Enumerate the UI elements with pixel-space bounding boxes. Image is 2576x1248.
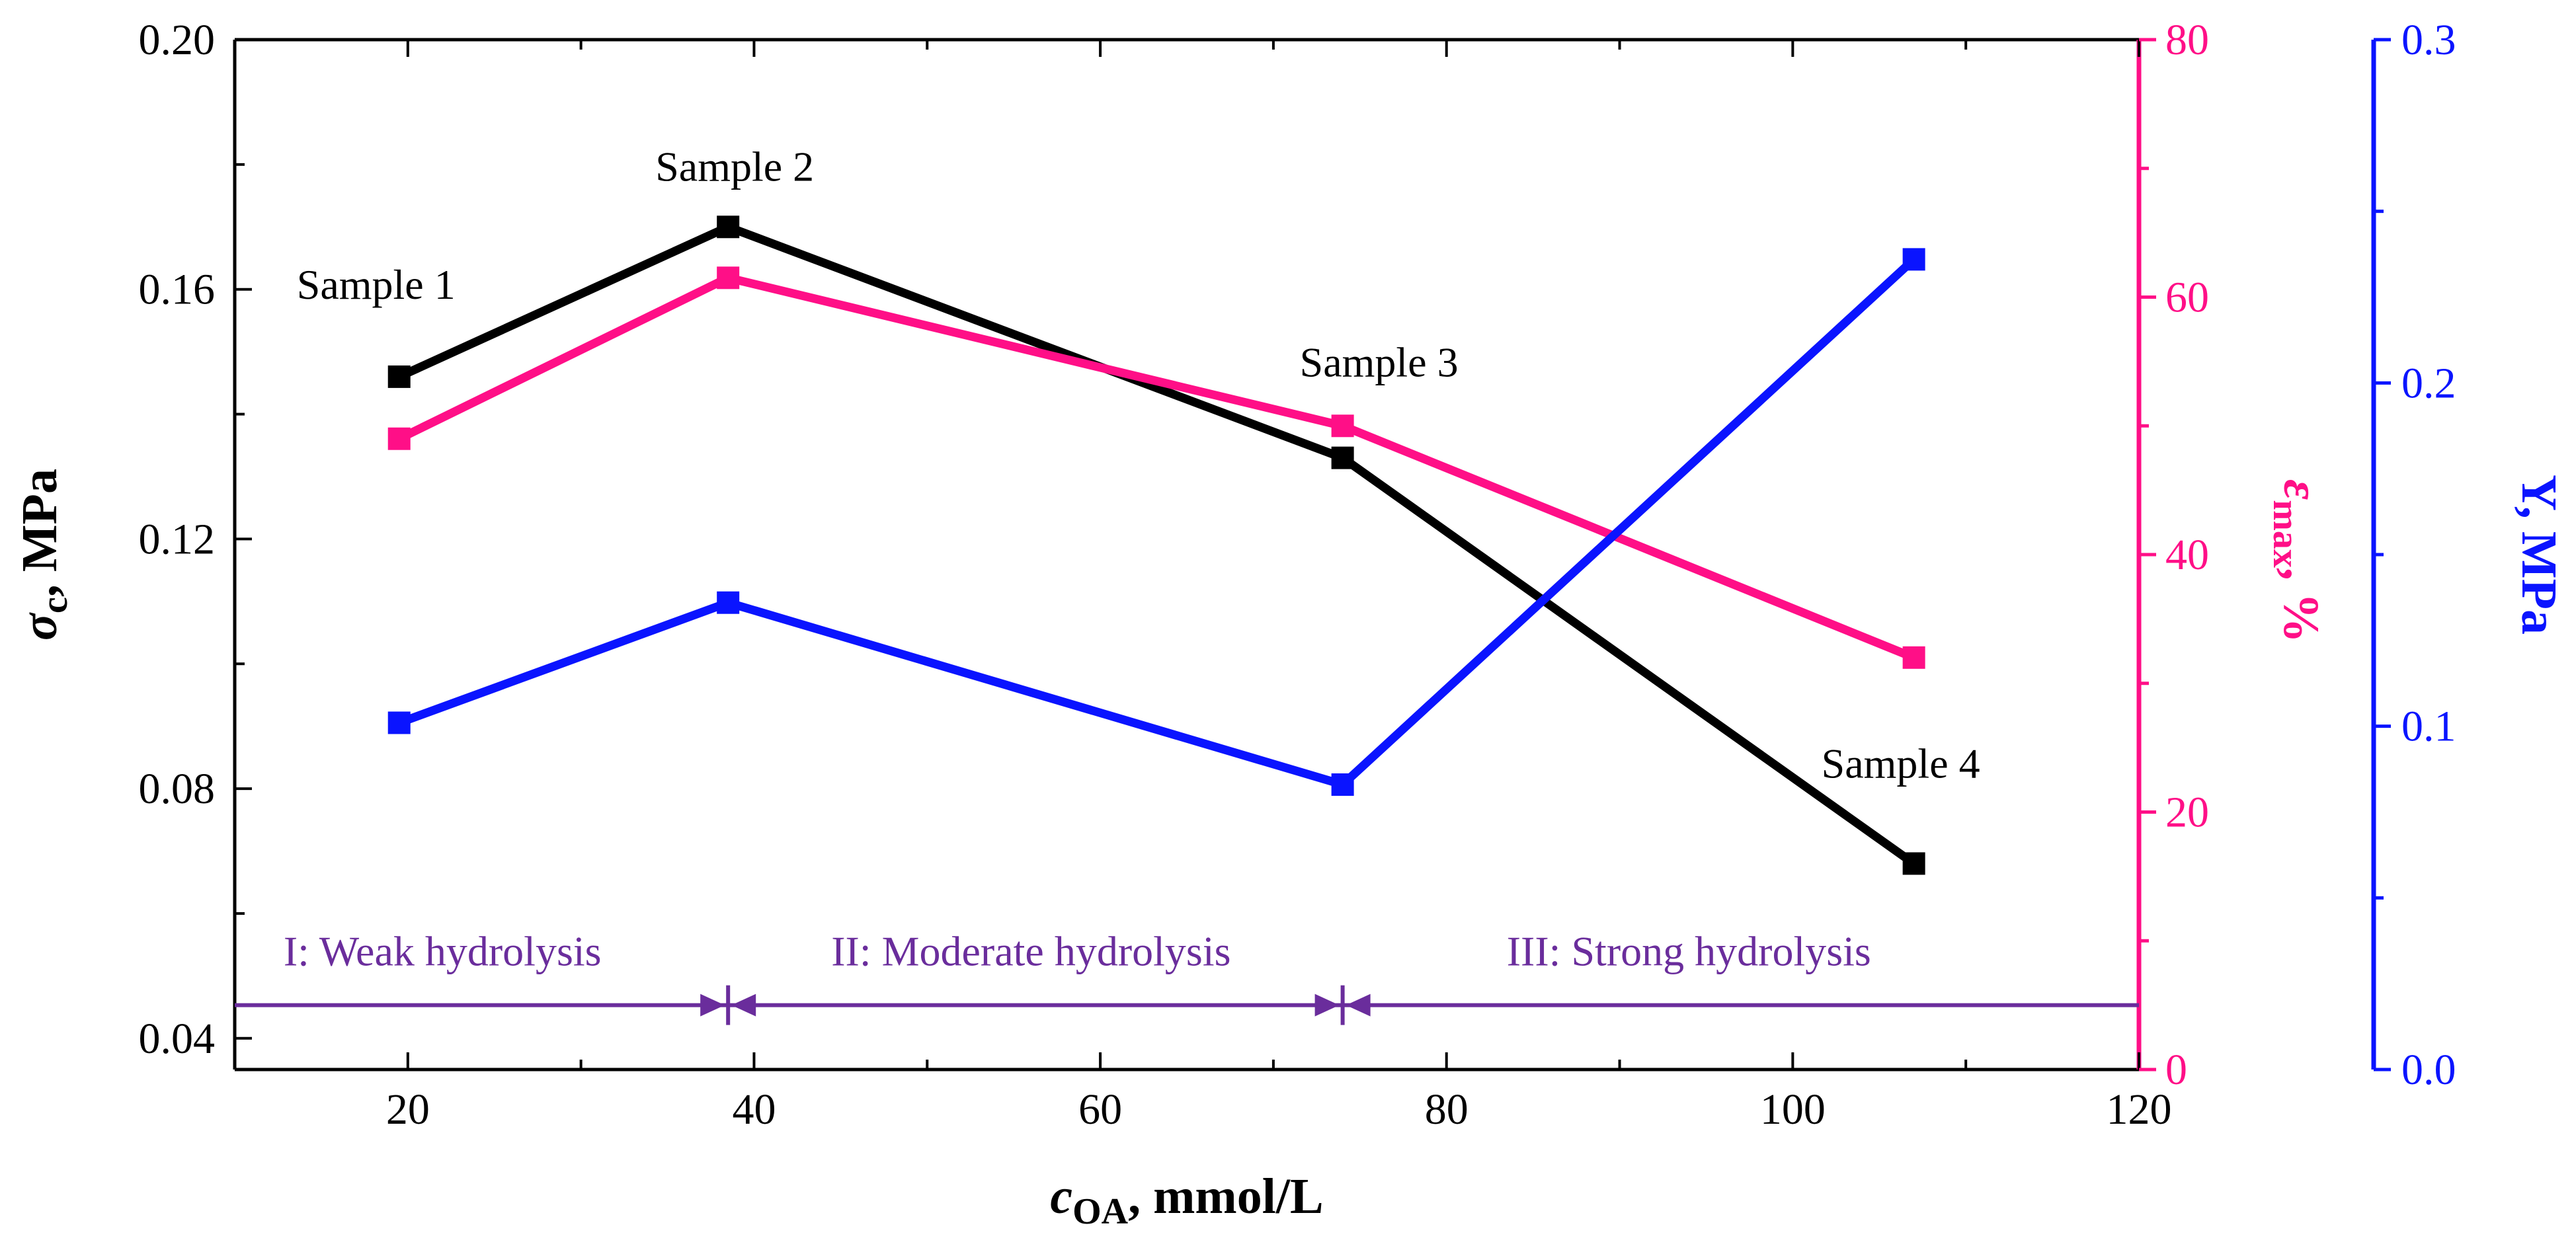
x-tick-label: 20	[386, 1085, 430, 1134]
left-tick-label: 0.16	[139, 266, 216, 314]
series-0-marker	[1902, 852, 1925, 875]
region-label: II: Moderate hydrolysis	[831, 928, 1230, 975]
series-0-marker	[717, 215, 740, 239]
right1-axis-title: εmax, %	[2265, 479, 2329, 643]
left-tick-label: 0.04	[139, 1015, 216, 1063]
right2-tick-label: 0.3	[2401, 16, 2456, 64]
left-axis-title-sub: c	[34, 597, 75, 613]
sample-annotation: Sample 1	[297, 261, 456, 308]
right1-axis-title-main: ε	[2273, 479, 2329, 500]
series-line-0	[397, 222, 1917, 867]
region-label: I: Weak hydrolysis	[284, 928, 602, 975]
series-0-marker	[387, 365, 411, 388]
right1-tick-label: 0	[2165, 1046, 2187, 1094]
left-tick-label: 0.12	[139, 515, 216, 563]
right1-tick-label: 80	[2165, 16, 2209, 64]
region-arrowhead	[1314, 994, 1340, 1017]
region-label: III: Strong hydrolysis	[1507, 928, 1871, 975]
axes-group: 20 40 60 80 100 120 0.04 0.08 0.12 0.16 0.20 0 20 40 6…	[139, 16, 2456, 1134]
series-1-marker	[1902, 646, 1925, 669]
region-arrowhead	[700, 994, 725, 1017]
left-axis-title-main: σ	[12, 612, 67, 641]
series-line-2	[397, 256, 1917, 790]
right1-tick-label: 20	[2165, 789, 2209, 837]
series-1-marker	[1331, 414, 1354, 438]
right1-axis-title-sub: max	[2265, 500, 2306, 568]
x-tick-label: 80	[1425, 1085, 1469, 1134]
series-line-1	[397, 273, 1916, 662]
right1-tick-label: 60	[2165, 274, 2209, 322]
region-arrowhead	[1346, 994, 1371, 1017]
x-axis-title-rest: , mmol/L	[1128, 1169, 1324, 1224]
regions-group: I: Weak hydrolysis II: Moderate hydrolysi…	[235, 928, 2139, 1025]
x-axis-title-main: c	[1050, 1169, 1072, 1224]
x-axis-title-sub: OA	[1072, 1191, 1129, 1232]
annotations-group: Sample 1 Sample 2 Sample 3 Sample 4	[297, 143, 1980, 787]
right1-tick-label: 40	[2165, 531, 2209, 579]
right2-axis-title: Y, MPa	[2511, 475, 2567, 635]
series-1-marker	[717, 266, 740, 290]
series-2-marker	[1331, 773, 1354, 796]
series-2-marker	[1902, 248, 1925, 271]
sample-annotation: Sample 3	[1300, 338, 1459, 385]
series-0-marker	[1331, 446, 1354, 469]
left-axis-title-rest: , MPa	[12, 469, 67, 597]
left-axis-title: σc, MPa	[12, 469, 75, 641]
series-group	[387, 215, 1925, 875]
left-tick-label: 0.08	[139, 765, 216, 813]
series-2-marker	[387, 711, 411, 734]
x-tick-label: 60	[1078, 1085, 1122, 1134]
axis-titles-group: cOA, mmol/Lσc, MPa εmax, % Y, MPa	[12, 469, 2567, 1232]
right2-tick-label: 0.2	[2401, 359, 2456, 407]
region-arrowhead	[731, 994, 756, 1017]
series-1-marker	[387, 427, 411, 450]
x-axis-title: cOA, mmol/L	[1050, 1169, 1323, 1232]
sample-annotation: Sample 2	[655, 143, 814, 190]
x-tick-label: 100	[1760, 1085, 1826, 1134]
sample-annotation: Sample 4	[1822, 740, 1980, 787]
right1-axis-title-rest: , %	[2273, 568, 2329, 643]
x-tick-label: 40	[732, 1085, 776, 1134]
x-tick-label: 120	[2107, 1085, 2172, 1134]
right2-tick-label: 0.0	[2401, 1046, 2456, 1094]
series-2-marker	[717, 591, 740, 614]
left-tick-label: 0.20	[139, 16, 216, 64]
right2-tick-label: 0.1	[2401, 703, 2456, 751]
